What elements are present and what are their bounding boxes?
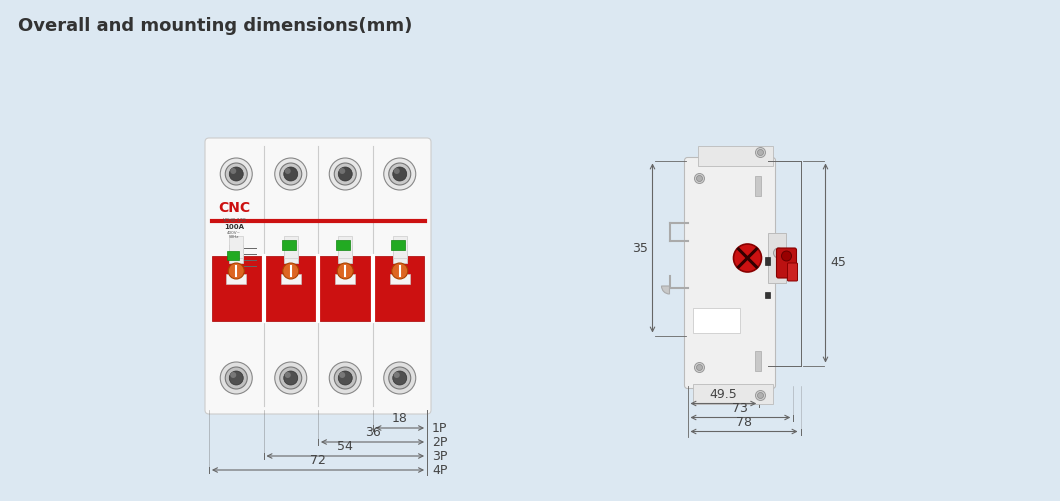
Bar: [229, 245, 243, 263]
Bar: [755, 175, 760, 195]
Bar: [390, 274, 410, 284]
Bar: [212, 256, 424, 321]
Bar: [338, 245, 352, 263]
FancyBboxPatch shape: [8, 8, 1052, 493]
Bar: [227, 251, 240, 260]
Text: 18: 18: [392, 412, 408, 425]
Bar: [226, 274, 246, 284]
Circle shape: [225, 163, 247, 185]
Circle shape: [758, 149, 763, 155]
Bar: [335, 274, 355, 284]
Circle shape: [229, 167, 243, 181]
FancyBboxPatch shape: [685, 157, 776, 388]
Text: YCH8-125: YCH8-125: [223, 217, 246, 222]
Wedge shape: [661, 286, 670, 294]
Circle shape: [275, 158, 306, 190]
Text: CNC: CNC: [218, 201, 250, 215]
Text: Overall and mounting dimensions(mm): Overall and mounting dimensions(mm): [18, 17, 412, 35]
Circle shape: [284, 167, 298, 181]
Text: 78: 78: [736, 415, 752, 428]
Circle shape: [758, 392, 763, 398]
Bar: [338, 236, 352, 258]
Circle shape: [393, 372, 400, 378]
Circle shape: [756, 390, 765, 400]
Bar: [284, 245, 298, 263]
Bar: [755, 351, 760, 371]
Bar: [767, 233, 785, 283]
Circle shape: [756, 147, 765, 157]
Circle shape: [339, 372, 346, 378]
Bar: [764, 257, 770, 265]
Bar: [692, 383, 773, 403]
Circle shape: [389, 163, 411, 185]
Circle shape: [220, 362, 252, 394]
Text: 73: 73: [732, 401, 748, 414]
Circle shape: [694, 173, 705, 183]
Circle shape: [393, 167, 407, 181]
Circle shape: [280, 163, 302, 185]
Text: 54: 54: [337, 440, 353, 453]
Text: 35: 35: [632, 241, 648, 255]
Circle shape: [330, 362, 361, 394]
Text: 400V~: 400V~: [227, 231, 242, 235]
Circle shape: [694, 363, 705, 373]
Circle shape: [384, 158, 416, 190]
Circle shape: [285, 372, 290, 378]
Text: 36: 36: [365, 426, 381, 439]
Text: 1P: 1P: [432, 421, 447, 434]
Circle shape: [230, 168, 236, 174]
Circle shape: [285, 168, 290, 174]
Bar: [284, 236, 298, 258]
Text: 49.5: 49.5: [709, 387, 738, 400]
Bar: [336, 240, 350, 250]
FancyBboxPatch shape: [788, 263, 797, 281]
Circle shape: [338, 371, 352, 385]
Bar: [393, 236, 407, 258]
Circle shape: [392, 263, 408, 279]
Bar: [229, 236, 243, 258]
FancyBboxPatch shape: [777, 248, 796, 278]
Circle shape: [334, 367, 356, 389]
Circle shape: [393, 168, 400, 174]
Bar: [391, 240, 405, 250]
Bar: [692, 308, 740, 333]
Text: 3P: 3P: [432, 449, 447, 462]
Circle shape: [229, 371, 243, 385]
Circle shape: [280, 367, 302, 389]
Circle shape: [339, 168, 346, 174]
Circle shape: [337, 263, 353, 279]
Text: 100A: 100A: [225, 224, 244, 230]
Circle shape: [781, 251, 792, 261]
Circle shape: [389, 367, 411, 389]
Circle shape: [283, 263, 299, 279]
Circle shape: [774, 248, 783, 258]
Circle shape: [220, 158, 252, 190]
Circle shape: [393, 371, 407, 385]
Circle shape: [334, 163, 356, 185]
Circle shape: [696, 175, 703, 181]
Circle shape: [230, 372, 236, 378]
Bar: [281, 274, 301, 284]
Bar: [764, 292, 770, 298]
Circle shape: [330, 158, 361, 190]
Text: 45: 45: [830, 257, 846, 270]
Text: 50Hz: 50Hz: [229, 235, 240, 239]
FancyBboxPatch shape: [205, 138, 431, 414]
Bar: [393, 245, 407, 263]
Circle shape: [384, 362, 416, 394]
Circle shape: [225, 367, 247, 389]
Bar: [697, 145, 773, 165]
Circle shape: [696, 365, 703, 371]
Circle shape: [734, 244, 761, 272]
Circle shape: [228, 263, 244, 279]
Bar: [282, 240, 296, 250]
Circle shape: [284, 371, 298, 385]
Circle shape: [275, 362, 306, 394]
Text: 72: 72: [311, 454, 325, 467]
Text: 2P: 2P: [432, 435, 447, 448]
Circle shape: [338, 167, 352, 181]
Text: 4P: 4P: [432, 463, 447, 476]
